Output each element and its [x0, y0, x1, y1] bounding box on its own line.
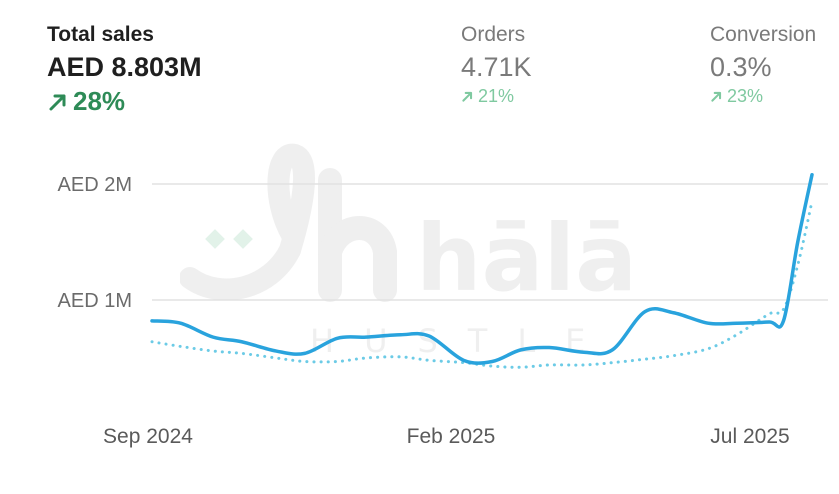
- metric-orders[interactable]: Orders 4.71K 21%: [461, 22, 532, 107]
- metric-label: Orders: [461, 23, 526, 46]
- y-tick-label: AED 1M: [58, 290, 132, 312]
- metric-change-value: 23%: [727, 86, 764, 106]
- metric-label: Conversion: [710, 23, 817, 46]
- metric-change: 28%: [47, 86, 202, 117]
- arrow-up-right-icon: [711, 91, 722, 102]
- metric-change-value: 21%: [478, 86, 515, 106]
- x-tick-label: Jul 2025: [710, 425, 789, 448]
- metric-total-sales[interactable]: Total sales AED 8.803M 28%: [47, 22, 202, 117]
- metric-value: 0.3%: [710, 52, 772, 82]
- arrow-up-right-icon: [462, 91, 473, 102]
- metric-change-value: 28%: [73, 86, 126, 116]
- arrow-up-right-icon: [49, 94, 66, 110]
- sales-line-chart: AED 1M AED 2M Sep 2024 Feb 2025 Jul 2025: [58, 172, 828, 448]
- metric-change: 23%: [710, 86, 816, 107]
- y-tick-label: AED 2M: [58, 174, 132, 196]
- metric-value: 4.71K: [461, 52, 532, 82]
- metric-value: AED 8.803M: [47, 52, 202, 82]
- x-tick-label: Sep 2024: [103, 425, 193, 448]
- metric-conversion[interactable]: Conversion 0.3% 23%: [710, 22, 816, 107]
- metric-label: Total sales: [47, 23, 154, 46]
- series-line-solid: [150, 172, 814, 365]
- metric-change: 21%: [461, 86, 532, 107]
- x-tick-label: Feb 2025: [407, 425, 496, 448]
